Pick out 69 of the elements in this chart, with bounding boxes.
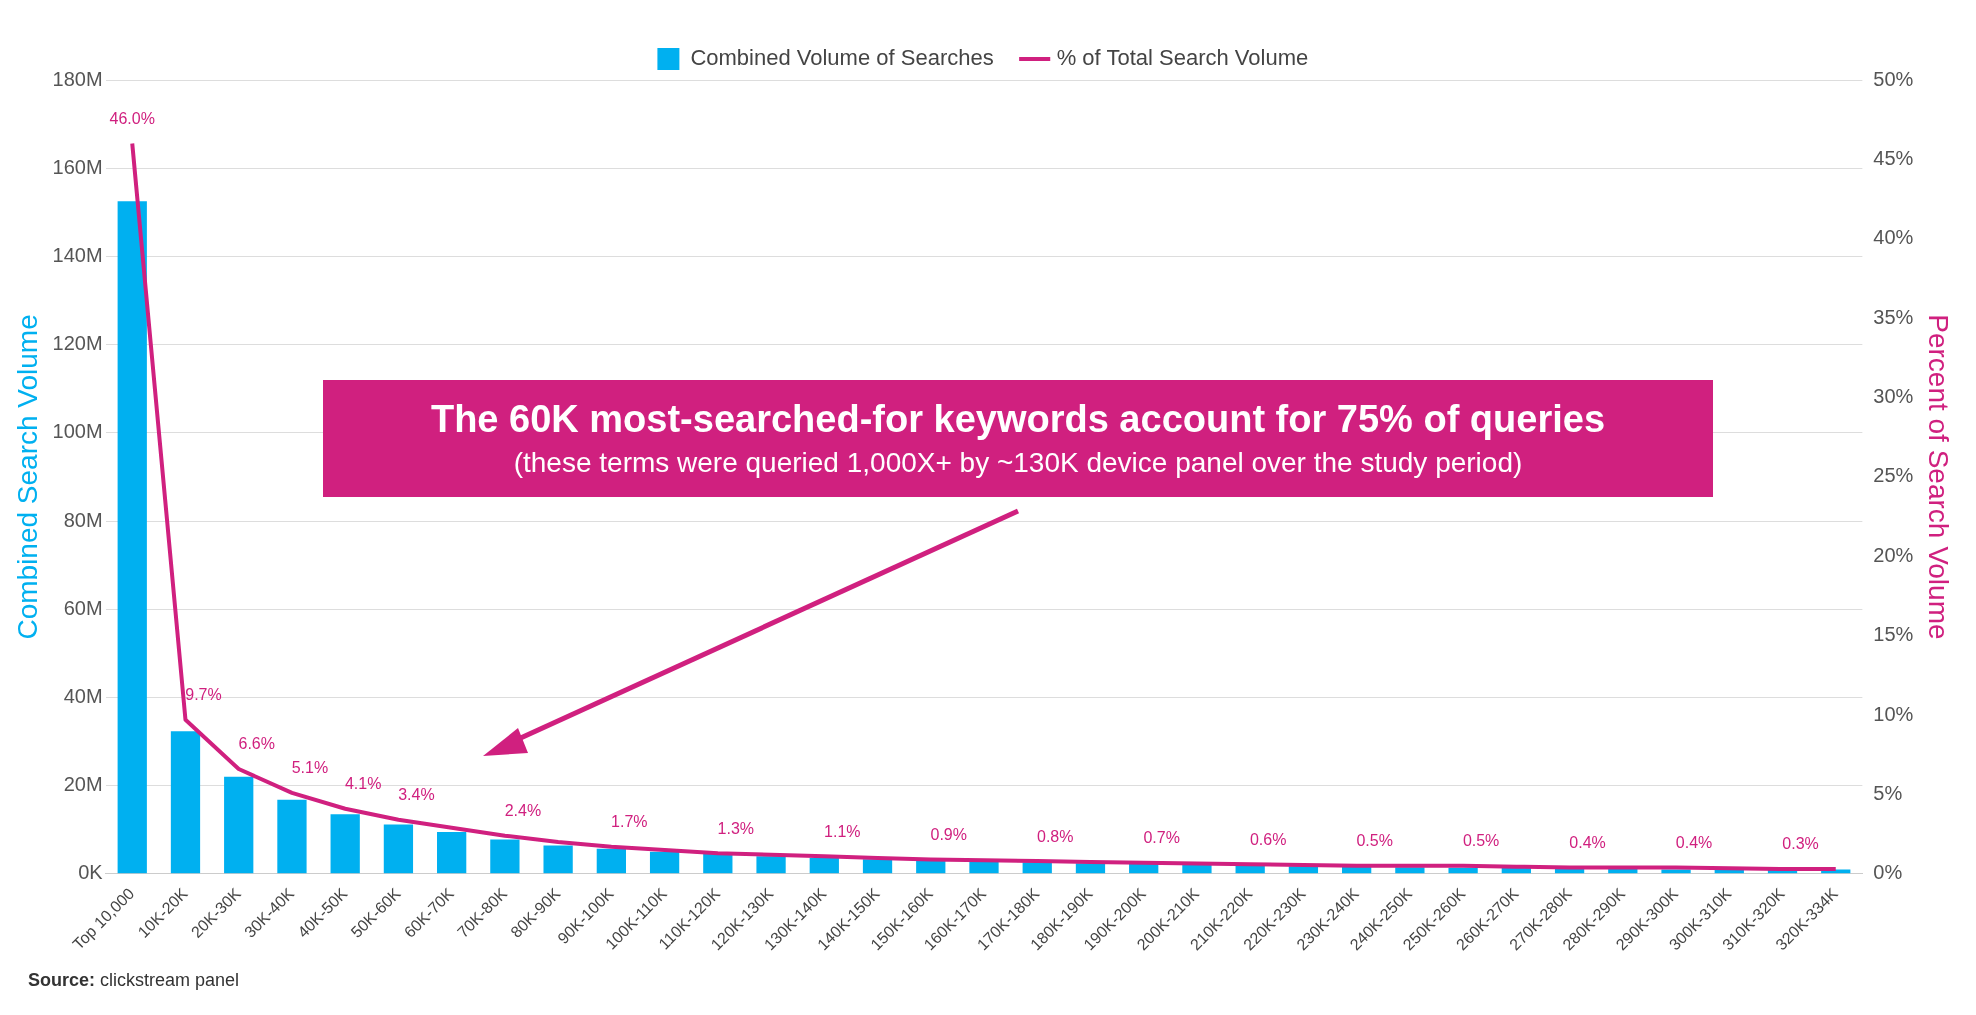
bar	[1661, 869, 1691, 874]
y2-tick-label: 50%	[1873, 67, 1914, 90]
data-label: 46.0%	[109, 109, 155, 127]
bar	[649, 851, 680, 874]
y2-tick-label: 25%	[1873, 464, 1914, 487]
data-label: 0.5%	[1356, 832, 1393, 850]
bar	[330, 814, 360, 874]
bar	[543, 845, 573, 874]
bar	[1182, 864, 1212, 874]
bar	[969, 861, 999, 874]
y-tick-label: 0K	[78, 861, 104, 884]
bar	[1608, 868, 1638, 874]
annotation: (these terms were queried 1,000X+ by ~130K device panel over the study period)	[512, 447, 1524, 479]
y-tick-label: 60M	[63, 596, 103, 619]
data-label: 0.4%	[1569, 833, 1606, 851]
y2-tick-label: 20%	[1873, 543, 1914, 566]
y2-tick-label: 0%	[1873, 861, 1903, 884]
data-label: 0.3%	[1782, 835, 1819, 853]
y-tick-label: 20M	[63, 773, 103, 796]
y2-tick-label: 35%	[1873, 305, 1914, 328]
legend-label: % of Total Search Volume	[1056, 45, 1309, 71]
data-label: 1.3%	[717, 819, 755, 837]
annotation: The 60K most-searched-for keywords account for 75% of queries	[429, 398, 1607, 441]
bar	[756, 856, 786, 874]
data-label: 2.4%	[504, 802, 542, 820]
legend-label: Combined Volume of Searches	[690, 45, 994, 71]
y2-tick-label: 40%	[1873, 226, 1914, 249]
y-tick-label: 100M	[52, 420, 103, 443]
bar	[117, 201, 147, 874]
bar	[1022, 862, 1052, 874]
y-tick-label: 140M	[52, 243, 103, 266]
bar	[809, 857, 839, 874]
data-label: 0.8%	[1037, 827, 1074, 845]
bar	[277, 799, 307, 874]
y2-axis-title: Percent of Search Volume	[1923, 314, 1955, 640]
data-label: 6.6%	[238, 735, 275, 753]
y2-tick-label: 10%	[1873, 702, 1914, 725]
bar	[170, 731, 201, 874]
y2-tick-label: 30%	[1873, 385, 1914, 408]
bar	[1448, 867, 1478, 874]
y-tick-label: 120M	[52, 332, 103, 355]
data-label: 0.9%	[930, 825, 967, 843]
source-note: Source: clickstream panel	[28, 970, 240, 991]
data-label: 3.4%	[398, 786, 435, 804]
data-label: 1.1%	[824, 822, 861, 840]
data-label: 5.1%	[291, 759, 329, 777]
data-label: 1.7%	[611, 813, 648, 831]
bar	[490, 839, 520, 874]
bar	[703, 853, 733, 874]
bar	[224, 776, 254, 874]
data-label: 0.7%	[1143, 829, 1180, 847]
bar	[862, 859, 893, 874]
y2-tick-label: 45%	[1873, 146, 1914, 169]
data-label: 4.1%	[344, 775, 382, 793]
bar	[596, 848, 626, 874]
data-label: 0.5%	[1462, 832, 1500, 850]
y-tick-label: 40M	[63, 684, 103, 707]
callout-box: The 60K most-searched-for keywords account for 75% of queries (these terms were queried 1,000X+ by ~130K device panel over the study period)	[323, 380, 1713, 497]
data-label: 9.7%	[185, 686, 222, 704]
bar	[383, 824, 414, 874]
y2-tick-label: 15%	[1873, 623, 1914, 646]
y-tick-label: 80M	[63, 508, 103, 531]
y-tick-label: 160M	[52, 155, 103, 178]
bar	[437, 831, 467, 874]
data-label: 0.6%	[1249, 830, 1287, 848]
y2-tick-label: 5%	[1873, 781, 1903, 804]
data-label: 0.4%	[1675, 833, 1713, 851]
y-tick-label: 180M	[52, 67, 103, 90]
y-axis-title: Combined Search Volume	[11, 314, 43, 640]
